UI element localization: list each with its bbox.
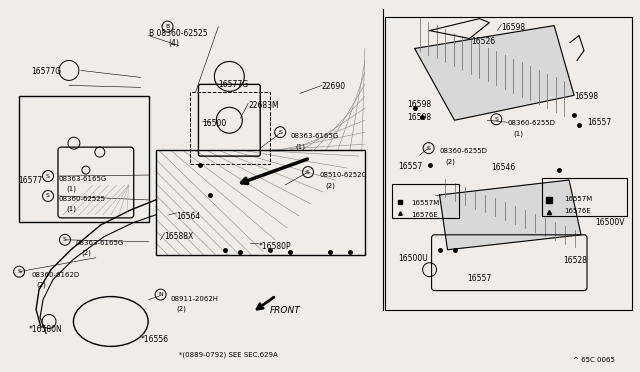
Text: 16577G: 16577G [31, 67, 61, 76]
Text: 08363-6165G: 08363-6165G [290, 133, 339, 139]
Text: 16500V: 16500V [595, 218, 625, 227]
Text: 16564: 16564 [177, 212, 201, 221]
Text: S: S [427, 146, 431, 151]
Text: (1): (1) [295, 143, 305, 150]
Text: 16526: 16526 [472, 36, 495, 45]
Text: 08363-6165G: 08363-6165G [59, 176, 108, 182]
Text: (1): (1) [513, 130, 524, 137]
Bar [385, 17, 632, 310]
Text: 16576E: 16576E [412, 212, 438, 218]
Text: S: S [63, 237, 67, 242]
Text: (1): (1) [66, 206, 76, 212]
Text: 16546: 16546 [492, 163, 516, 172]
Text: B: B [166, 24, 170, 29]
Text: 16557M: 16557M [564, 196, 593, 202]
Text: S: S [306, 170, 310, 174]
Text: FRONT: FRONT [270, 305, 301, 315]
Text: 16557: 16557 [467, 274, 492, 283]
Text: 16598: 16598 [408, 113, 432, 122]
Text: 16557: 16557 [587, 118, 611, 127]
Bar [191, 92, 270, 164]
Bar [156, 150, 365, 255]
Text: S: S [46, 173, 50, 179]
Text: ^ 65C 0065: ^ 65C 0065 [573, 357, 615, 363]
Text: 08363-6165G: 08363-6165G [76, 240, 124, 246]
Text: (4): (4) [168, 39, 179, 48]
Bar [392, 184, 460, 218]
Text: S: S [278, 130, 282, 135]
Text: 16576E: 16576E [564, 208, 591, 214]
Text: 16598: 16598 [408, 100, 432, 109]
Text: 16528: 16528 [563, 256, 587, 265]
Text: 16500: 16500 [202, 119, 227, 128]
Text: S: S [17, 269, 21, 274]
Text: 08510-6252C: 08510-6252C [319, 172, 366, 178]
Text: S: S [46, 193, 50, 199]
Text: 08360-6162D: 08360-6162D [31, 272, 79, 278]
Text: 16577: 16577 [18, 176, 42, 185]
Text: S: S [495, 117, 499, 122]
Text: B 08360-62525: B 08360-62525 [148, 29, 207, 38]
Text: 16557: 16557 [397, 162, 422, 171]
Text: *16580P: *16580P [258, 242, 291, 251]
Bar [19, 96, 148, 222]
Text: (2): (2) [81, 250, 91, 256]
Text: 08360-6255D: 08360-6255D [440, 148, 488, 154]
Bar [542, 178, 627, 216]
Text: 16588X: 16588X [164, 232, 194, 241]
Text: 22683M: 22683M [248, 101, 279, 110]
Text: *(0889-0792) SEE SEC.629A: *(0889-0792) SEE SEC.629A [179, 352, 277, 358]
Text: (1): (1) [66, 186, 76, 192]
Polygon shape [415, 26, 574, 120]
Text: *16556: *16556 [141, 336, 169, 344]
Text: (2): (2) [177, 305, 186, 312]
Text: 22690: 22690 [322, 82, 346, 92]
Text: N: N [158, 292, 163, 297]
Text: *16580N: *16580N [29, 326, 63, 334]
Text: 16577G: 16577G [218, 80, 248, 89]
Text: 16500U: 16500U [397, 254, 428, 263]
Polygon shape [440, 180, 581, 250]
Text: 16598: 16598 [574, 92, 598, 101]
Text: 08360-6255D: 08360-6255D [508, 120, 555, 126]
Text: (2): (2) [445, 158, 456, 164]
Text: (2): (2) [36, 282, 46, 288]
Text: 08911-2062H: 08911-2062H [171, 296, 219, 302]
Text: 08360-62525: 08360-62525 [59, 196, 106, 202]
Text: 16598: 16598 [501, 23, 525, 32]
Text: (2): (2) [325, 182, 335, 189]
Text: 16557M: 16557M [412, 200, 440, 206]
